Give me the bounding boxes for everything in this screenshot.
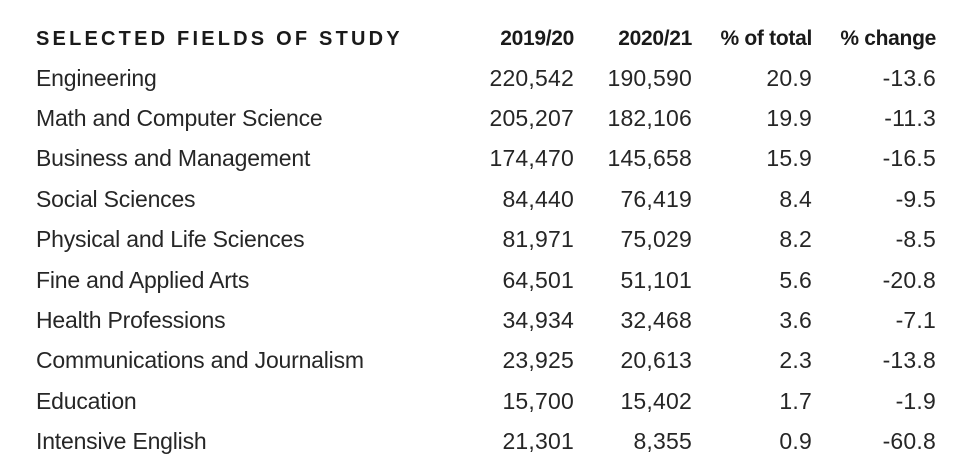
- pct-total-cell: 1.7: [779, 387, 812, 414]
- pct-total-cell: 3.6: [779, 307, 812, 334]
- table-row: Social Sciences 84,440 76,419 8.4 -9.5: [36, 179, 936, 219]
- value-2019-20-cell: 23,925: [502, 347, 574, 374]
- pct-total-cell: 0.9: [779, 428, 812, 455]
- pct-total-cell: 2.3: [779, 347, 812, 374]
- value-2019-20-cell: 84,440: [502, 185, 574, 212]
- pct-change-cell: -11.3: [884, 105, 936, 132]
- field-cell: Engineering: [36, 64, 157, 91]
- pct-change-cell: -1.9: [895, 387, 936, 414]
- column-header-field: SELECTED FIELDS OF STUDY: [36, 27, 403, 50]
- value-2020-21-cell: 15,402: [620, 387, 692, 414]
- table-row: Education 15,700 15,402 1.7 -1.9: [36, 381, 936, 421]
- table-row: Math and Computer Science 205,207 182,106 1…: [36, 98, 936, 138]
- table-row: Physical and Life Sciences 81,971 75,029 8.…: [36, 220, 936, 260]
- fields-of-study-table: SELECTED FIELDS OF STUDY 2019/20 2020/21…: [36, 20, 936, 462]
- field-cell: Communications and Journalism: [36, 347, 364, 374]
- pct-total-cell: 5.6: [779, 266, 812, 293]
- column-header-pct-change: % change: [840, 27, 936, 50]
- value-2019-20-cell: 205,207: [489, 105, 574, 132]
- value-2019-20-cell: 174,470: [489, 145, 574, 172]
- value-2020-21-cell: 32,468: [620, 307, 692, 334]
- pct-change-cell: -13.6: [882, 64, 936, 91]
- column-header-2019-20: 2019/20: [500, 27, 574, 50]
- value-2019-20-cell: 220,542: [489, 64, 574, 91]
- pct-total-cell: 19.9: [766, 105, 812, 132]
- pct-total-cell: 20.9: [766, 64, 812, 91]
- table-body: Engineering 220,542 190,590 20.9 -13.6 Math a…: [36, 58, 936, 462]
- pct-total-cell: 8.4: [779, 185, 812, 212]
- field-cell: Fine and Applied Arts: [36, 266, 250, 293]
- value-2020-21-cell: 20,613: [620, 347, 692, 374]
- value-2020-21-cell: 145,658: [607, 145, 692, 172]
- table-row: Intensive English 21,301 8,355 0.9 -60.8: [36, 422, 936, 462]
- field-cell: Education: [36, 387, 137, 414]
- header-row: SELECTED FIELDS OF STUDY 2019/20 2020/21…: [36, 20, 936, 58]
- pct-total-cell: 8.2: [779, 226, 812, 253]
- field-cell: Intensive English: [36, 428, 207, 455]
- pct-change-cell: -7.1: [895, 307, 936, 334]
- field-cell: Physical and Life Sciences: [36, 226, 305, 253]
- column-header-2020-21: 2020/21: [618, 27, 692, 50]
- pct-change-cell: -9.5: [895, 185, 936, 212]
- value-2019-20-cell: 64,501: [502, 266, 574, 293]
- field-cell: Health Professions: [36, 307, 226, 334]
- pct-change-cell: -20.8: [882, 266, 936, 293]
- field-cell: Math and Computer Science: [36, 105, 323, 132]
- value-2019-20-cell: 81,971: [502, 226, 574, 253]
- value-2019-20-cell: 15,700: [502, 387, 574, 414]
- table-row: Health Professions 34,934 32,468 3.6 -7.1: [36, 300, 936, 340]
- field-cell: Business and Management: [36, 145, 311, 172]
- pct-change-cell: -8.5: [895, 226, 936, 253]
- value-2020-21-cell: 51,101: [620, 266, 692, 293]
- table-row: Engineering 220,542 190,590 20.9 -13.6: [36, 58, 936, 98]
- field-cell: Social Sciences: [36, 185, 196, 212]
- value-2019-20-cell: 21,301: [502, 428, 574, 455]
- pct-change-cell: -16.5: [882, 145, 936, 172]
- value-2020-21-cell: 182,106: [607, 105, 692, 132]
- value-2020-21-cell: 190,590: [607, 64, 692, 91]
- value-2020-21-cell: 76,419: [620, 185, 692, 212]
- table-row: Fine and Applied Arts 64,501 51,101 5.6 -20.…: [36, 260, 936, 300]
- table-row: Communications and Journalism 23,925 20,61…: [36, 341, 936, 381]
- value-2019-20-cell: 34,934: [502, 307, 574, 334]
- pct-change-cell: -13.8: [882, 347, 936, 374]
- pct-change-cell: -60.8: [882, 428, 936, 455]
- value-2020-21-cell: 75,029: [620, 226, 692, 253]
- table-row: Business and Management 174,470 145,658 15.…: [36, 139, 936, 179]
- pct-total-cell: 15.9: [766, 145, 812, 172]
- column-header-pct-total: % of total: [720, 27, 813, 50]
- value-2020-21-cell: 8,355: [633, 428, 692, 455]
